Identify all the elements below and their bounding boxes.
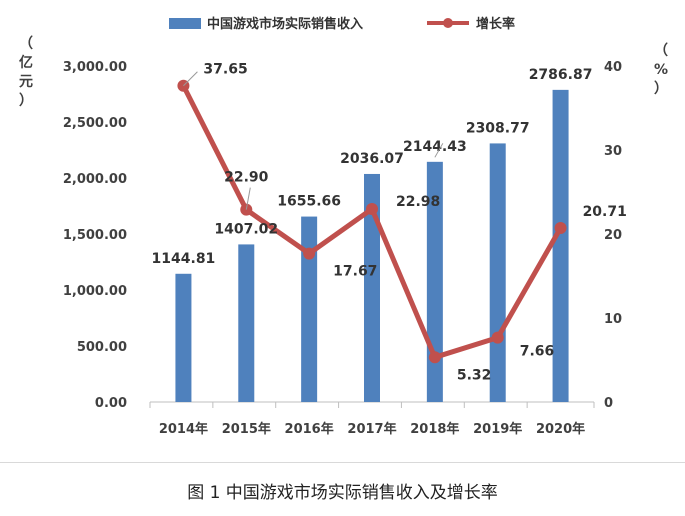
- legend-line-label: 增长率: [476, 16, 515, 32]
- line-point: [428, 351, 441, 364]
- x-tick-label: 2016年: [285, 421, 334, 437]
- growth-value-label: 7.66: [520, 344, 555, 360]
- x-tick-label: 2015年: [222, 421, 271, 437]
- left-tick-label: 0.00: [95, 396, 127, 411]
- left-y-axis: 0.00 500.00 1,000.00 1,500.00 2,000.00 2,500.…: [19, 36, 127, 411]
- right-tick-label: 20: [604, 228, 622, 243]
- bar-series: [175, 89, 569, 403]
- bar-value-label: 1407.02: [214, 221, 278, 237]
- growth-value-label: 17.67: [333, 264, 377, 280]
- growth-value-label: 22.98: [396, 194, 440, 210]
- x-tick-label: 2017年: [347, 421, 396, 437]
- growth-value-label: 20.71: [583, 204, 627, 220]
- right-y-axis: 0 10 20 30 40 （%）: [604, 43, 668, 411]
- x-tick-label: 2020年: [536, 421, 585, 437]
- left-tick-label: 2,000.00: [63, 172, 127, 187]
- right-tick-label: 30: [604, 144, 622, 159]
- label-leader: [434, 143, 444, 158]
- right-tick-label: 10: [604, 312, 622, 327]
- x-tick-label: 2019年: [473, 421, 522, 437]
- bar-value-label: 2786.87: [529, 67, 593, 83]
- bar: [301, 216, 318, 402]
- left-tick-label: 3,000.00: [63, 60, 127, 75]
- left-tick-label: 1,000.00: [63, 284, 127, 299]
- label-leader: [183, 71, 198, 87]
- right-tick-label: 0: [604, 396, 613, 411]
- left-tick-label: 1,500.00: [63, 228, 127, 243]
- right-axis-unit: （%）: [654, 43, 668, 97]
- caption-divider: [0, 462, 685, 463]
- bar: [489, 143, 506, 402]
- x-tick-label: 2014年: [159, 421, 208, 437]
- left-axis-unit: （亿元）: [19, 36, 33, 109]
- right-tick-label: 40: [604, 60, 622, 75]
- bar-value-label: 2308.77: [466, 120, 530, 136]
- left-tick-label: 2,500.00: [63, 116, 127, 131]
- x-tick-label: 2018年: [410, 421, 459, 437]
- bar: [238, 244, 255, 402]
- bar: [175, 273, 192, 402]
- line-point: [303, 247, 316, 260]
- bar-value-label: 1144.81: [152, 251, 216, 267]
- left-tick-label: 500.00: [77, 340, 127, 355]
- chart-legend: 中国游戏市场实际销售收入 增长率: [169, 16, 515, 32]
- legend-line-marker: [443, 18, 453, 28]
- bar-value-label: 2144.43: [403, 139, 467, 155]
- combo-chart: 中国游戏市场实际销售收入 增长率 0.00 500.00 1,000.00 1,500.…: [19, 16, 668, 437]
- bar: [364, 173, 380, 402]
- growth-value-label: 5.32: [457, 367, 492, 383]
- line-point: [554, 222, 567, 235]
- growth-value-label: 37.65: [203, 62, 247, 78]
- x-axis: 2014年 2015年 2016年 2017年 2018年 2019年 2020年: [149, 401, 595, 437]
- figure-caption: 图 1 中国游戏市场实际销售收入及增长率: [187, 483, 498, 503]
- legend-bar-label: 中国游戏市场实际销售收入: [207, 16, 363, 32]
- bar-value-label: 1655.66: [277, 194, 341, 210]
- legend-bar-swatch: [169, 18, 201, 29]
- growth-value-label: 22.90: [224, 170, 269, 186]
- bar: [552, 89, 569, 403]
- line-point: [366, 202, 378, 215]
- bar-value-label: 2036.07: [340, 151, 404, 167]
- line-point: [491, 331, 504, 344]
- label-leader: [245, 187, 251, 210]
